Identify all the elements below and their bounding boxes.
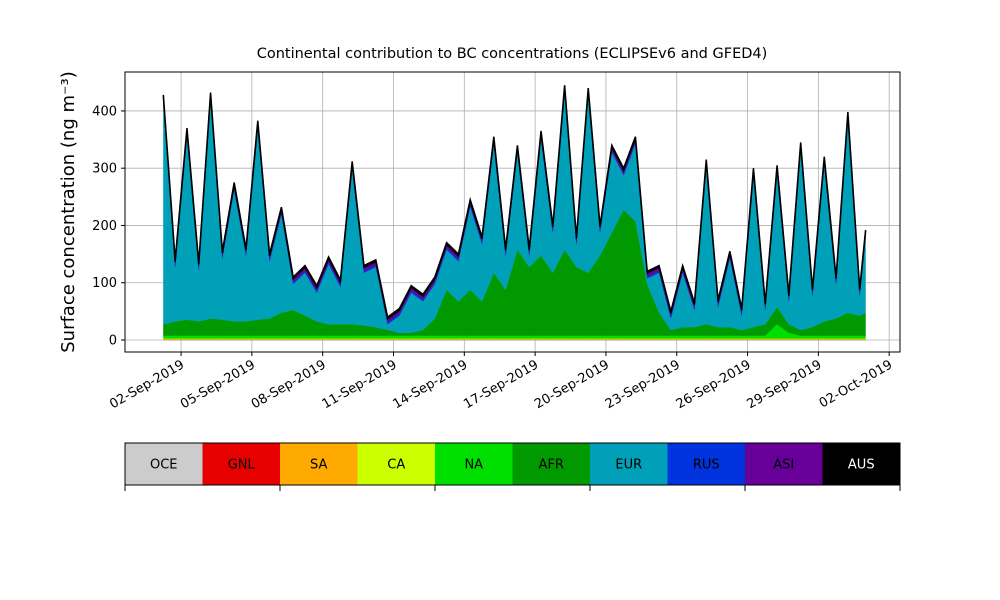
legend-swatch	[512, 443, 591, 485]
y-tick-label: 100	[92, 276, 117, 291]
legend-swatch	[280, 443, 358, 485]
legend-label: SA	[310, 458, 327, 473]
area	[162, 85, 867, 321]
legend-swatch	[357, 443, 436, 485]
legend-label: AUS	[848, 458, 875, 473]
legend-swatch	[202, 443, 281, 485]
legend-swatch	[435, 443, 513, 485]
legend-label: RUS	[693, 458, 720, 473]
y-tick-label: 200	[92, 219, 117, 234]
y-axis-label: Surface concentration (ng m⁻³)	[58, 71, 79, 353]
legend-label: AFR	[539, 458, 564, 473]
plot-frame	[124, 71, 901, 353]
legend-swatch	[590, 443, 668, 485]
y-tick-label: 300	[92, 162, 117, 177]
y-tick-label: 0	[109, 333, 117, 348]
y-tick-label: 400	[92, 104, 117, 119]
legend-swatch	[745, 443, 823, 485]
chart-title: Continental contribution to BC concentra…	[257, 46, 768, 62]
legend-label: EUR	[615, 458, 642, 473]
legend-frame	[124, 442, 901, 486]
legend-label: NA	[464, 458, 483, 473]
legend-label: CA	[387, 458, 405, 473]
legend-label: ASI	[773, 458, 794, 473]
legend-label: OCE	[150, 458, 178, 473]
legend-swatch	[667, 443, 746, 485]
legend-swatch	[125, 443, 203, 485]
legend-label: GNL	[228, 458, 256, 473]
legend-ticks	[124, 485, 901, 491]
legend-swatch	[822, 443, 901, 485]
